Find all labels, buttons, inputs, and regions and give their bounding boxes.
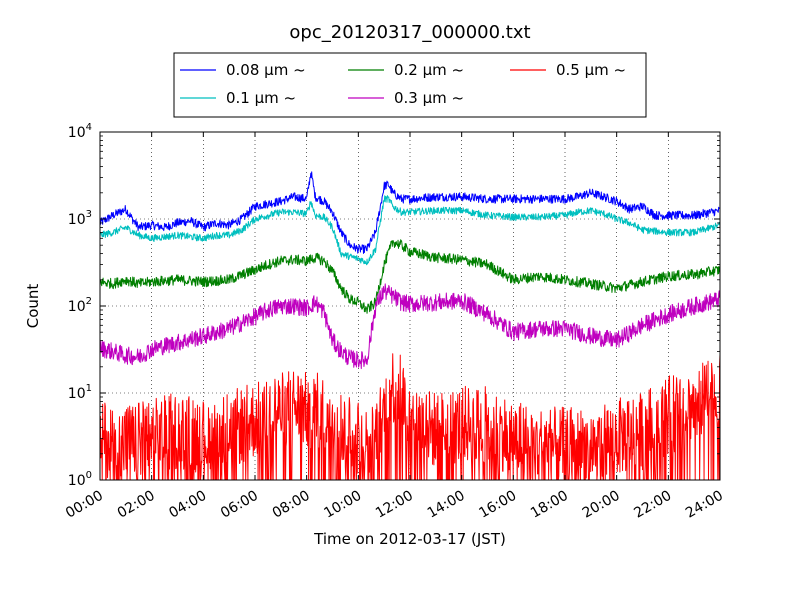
chart-title: opc_20120317_000000.txt xyxy=(289,22,530,43)
legend-label: 0.1 μm ~ xyxy=(226,89,296,107)
legend: 0.08 μm ~ 0.1 μm ~ 0.2 μm ~ 0.3 μm ~ 0.5 μm … xyxy=(173,52,647,118)
legend-label: 0.3 μm ~ xyxy=(394,89,464,107)
y-tick-label: 101 xyxy=(68,383,92,402)
y-tick-label: 102 xyxy=(68,296,92,315)
y-tick-label: 103 xyxy=(68,209,92,228)
series-line xyxy=(99,239,721,314)
series-line xyxy=(99,171,721,254)
y-tick-label: 104 xyxy=(68,122,92,141)
y-tick-label: 100 xyxy=(68,470,92,489)
series-line xyxy=(99,283,721,370)
legend-label: 0.2 μm ~ xyxy=(394,61,464,79)
x-axis-label: Time on 2012-03-17 (JST) xyxy=(313,530,506,548)
y-axis-label: Count xyxy=(24,284,42,329)
legend-label: 0.5 μm ~ xyxy=(556,61,626,79)
legend-box xyxy=(173,52,647,118)
series-group xyxy=(99,171,721,481)
legend-label: 0.08 μm ~ xyxy=(226,61,306,79)
series-line xyxy=(99,353,721,481)
series-line xyxy=(99,195,721,266)
